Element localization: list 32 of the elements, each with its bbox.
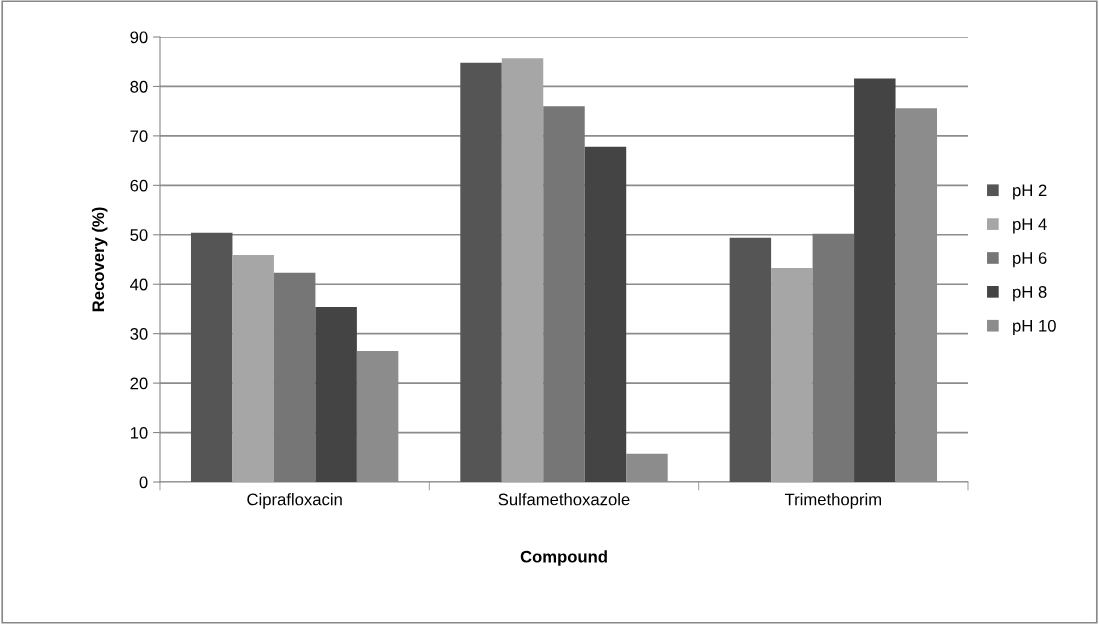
y-tick-label: 60 xyxy=(130,179,148,192)
bar xyxy=(584,146,627,482)
bar xyxy=(543,106,585,482)
y-tick-label: 70 xyxy=(130,130,148,143)
legend-label: pH 6 xyxy=(1013,252,1047,268)
bar xyxy=(315,306,357,482)
y-tick-label: 40 xyxy=(130,278,148,291)
bar xyxy=(460,62,502,482)
legend-label: pH 8 xyxy=(1013,286,1047,302)
bar xyxy=(273,272,316,482)
y-tick-label: 10 xyxy=(130,426,148,439)
bar xyxy=(854,78,896,482)
legend-label: pH 2 xyxy=(1013,184,1047,200)
y-tick-label: 80 xyxy=(130,80,148,93)
legend-label: pH 10 xyxy=(1013,319,1056,336)
legend-label: pH 4 xyxy=(1013,218,1047,234)
x-tick-label: Trimethoprim xyxy=(784,493,882,509)
x-axis-title: Compound xyxy=(520,550,607,566)
y-tick-label: 20 xyxy=(130,377,148,390)
x-tick-label: Ciprafloxacin xyxy=(247,493,342,509)
bar xyxy=(190,232,233,482)
bar xyxy=(771,267,813,482)
bar xyxy=(729,237,772,482)
y-tick-label: 50 xyxy=(130,229,148,241)
bar xyxy=(812,233,855,482)
y-tick-label: 90 xyxy=(130,31,148,44)
x-tick-label: Sulfamethoxazole xyxy=(498,493,630,506)
y-axis-title: Recovery (%) xyxy=(91,207,108,312)
bar xyxy=(501,58,544,482)
y-tick-label: 30 xyxy=(130,328,148,340)
y-tick-label: 0 xyxy=(139,476,148,489)
bar xyxy=(232,255,274,482)
